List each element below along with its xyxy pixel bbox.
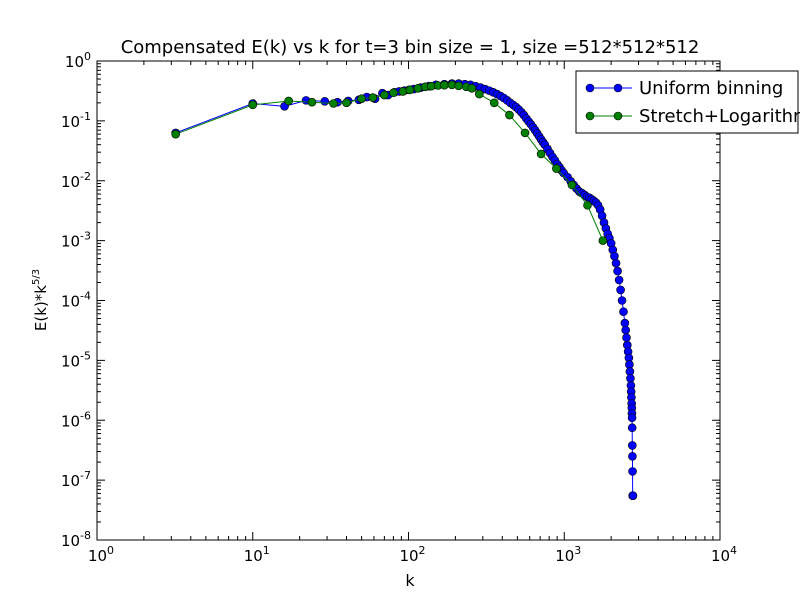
legend-marker <box>613 83 623 93</box>
series-1 <box>171 79 638 500</box>
series-2 <box>171 80 608 245</box>
data-point <box>320 97 330 106</box>
chart-title: Compensated E(k) vs k for t=3 bin size =… <box>121 37 700 58</box>
data-point <box>489 98 499 108</box>
legend-item-1: Uniform binning <box>585 78 783 99</box>
x-tick-label: 103 <box>555 544 581 565</box>
data-point <box>454 81 463 91</box>
legend-marker <box>585 83 595 93</box>
data-point <box>171 129 180 139</box>
data-point <box>552 164 561 173</box>
y-axis-label: E(k)*k5/3 <box>31 269 50 331</box>
data-point <box>598 236 608 245</box>
data-point <box>398 87 408 96</box>
x-tick-label: 102 <box>399 544 425 565</box>
data-point <box>413 84 423 93</box>
series-layer <box>171 79 638 500</box>
y-tick-label: 10-7 <box>61 469 91 490</box>
x-tick-label: 104 <box>711 544 737 565</box>
data-point <box>475 89 484 99</box>
data-point <box>617 296 627 305</box>
data-point <box>628 451 637 461</box>
data-point <box>520 128 530 138</box>
legend-label: Uniform binning <box>639 78 783 99</box>
y-tick-label: 10-6 <box>61 409 91 430</box>
data-point <box>627 423 637 433</box>
legend: Uniform binning Stretch+Logarithmic binni… <box>575 70 800 134</box>
plot-background <box>97 61 720 540</box>
legend-box <box>575 70 799 134</box>
y-tick-label: 10-2 <box>61 170 91 191</box>
data-point <box>583 200 592 210</box>
data-point <box>342 98 351 108</box>
data-point <box>307 97 317 107</box>
x-tick-label: 101 <box>244 544 270 565</box>
data-point <box>610 251 619 261</box>
data-point <box>626 374 635 383</box>
data-point <box>329 99 338 108</box>
data-point <box>248 100 258 110</box>
data-point <box>389 88 398 98</box>
data-point <box>505 110 514 120</box>
data-point <box>616 285 625 295</box>
data-point <box>611 258 621 268</box>
data-point <box>567 180 577 190</box>
data-point <box>627 413 637 423</box>
plot-area <box>97 61 720 540</box>
y-tick-label: 100 <box>65 50 91 71</box>
data-point <box>628 467 637 476</box>
data-point <box>620 318 630 328</box>
y-tick-label: 10-8 <box>61 529 91 550</box>
data-point <box>628 441 637 450</box>
y-tick-label: 10-4 <box>61 290 91 311</box>
data-point <box>467 84 477 93</box>
legend-item-2: Stretch+Logarithmic binning <box>585 106 800 127</box>
data-point <box>380 90 389 100</box>
data-point <box>614 275 624 285</box>
y-tick-label: 10-3 <box>61 230 91 251</box>
y-tick-label: 10-1 <box>61 110 91 131</box>
legend-marker <box>585 111 595 121</box>
data-point <box>536 149 546 159</box>
data-point <box>284 96 293 106</box>
legend-label: Stretch+Logarithmic binning <box>639 106 800 127</box>
data-point <box>622 333 631 342</box>
data-point <box>619 307 628 317</box>
data-point <box>621 325 630 335</box>
data-point <box>613 266 622 276</box>
data-point <box>628 491 638 500</box>
axes-layer: 100 101 102 103 104 10-8 10-7 10-6 10-5 10-4 10-3 1… <box>61 50 737 565</box>
data-point <box>440 80 449 90</box>
data-point <box>357 94 366 103</box>
data-point <box>368 93 378 102</box>
x-axis-label: k <box>405 571 415 590</box>
x-tick-label: 100 <box>88 544 114 565</box>
legend-marker <box>613 111 623 121</box>
data-point <box>405 85 415 95</box>
y-tick-label: 10-5 <box>61 349 91 370</box>
